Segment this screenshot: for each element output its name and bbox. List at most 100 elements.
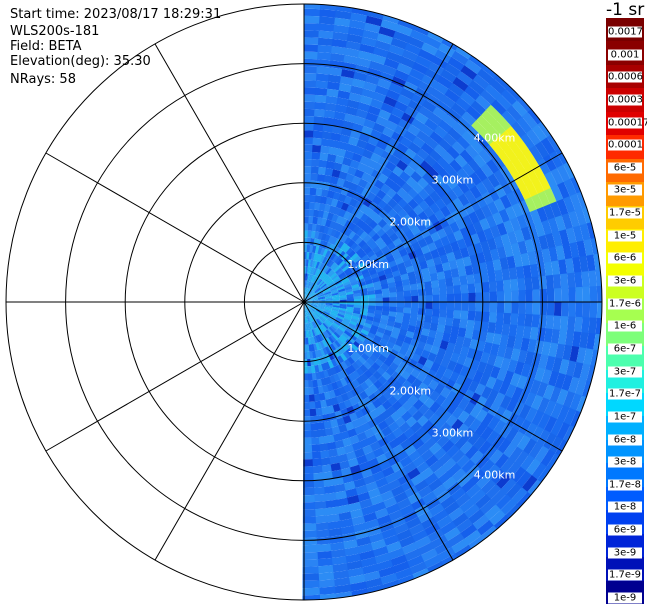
scan-gate xyxy=(309,314,314,322)
scan-gate xyxy=(322,265,329,273)
scan-gate xyxy=(525,289,533,304)
scan-gate xyxy=(459,365,471,378)
scan-gate xyxy=(332,302,340,305)
scan-gate xyxy=(446,302,455,311)
scan-gate xyxy=(338,250,346,259)
scan-gate xyxy=(342,264,350,272)
scan-gate xyxy=(310,321,315,330)
scan-gate xyxy=(404,106,420,119)
scan-gate xyxy=(589,302,598,320)
scan-gate xyxy=(423,522,441,537)
scan-gate xyxy=(303,451,313,460)
scan-gate xyxy=(302,580,320,589)
scan-gate xyxy=(304,251,307,260)
scan-gate xyxy=(504,503,521,520)
scan-gate xyxy=(346,356,355,365)
scan-gate xyxy=(528,442,544,460)
scan-gate xyxy=(330,228,338,238)
scan-gate xyxy=(439,357,451,369)
scan-gate xyxy=(317,246,323,255)
scan-gate xyxy=(304,51,319,60)
scan-gate xyxy=(457,206,469,220)
scan-gate xyxy=(349,159,361,170)
scan-gate xyxy=(326,259,333,267)
scan-gate xyxy=(397,19,416,31)
scan-gate xyxy=(545,453,560,471)
scan-gate xyxy=(446,342,456,354)
scan-gate xyxy=(304,309,307,317)
scan-gate xyxy=(539,449,556,468)
scan-gate xyxy=(304,244,308,253)
azimuth-spoke xyxy=(154,43,305,303)
scan-gate xyxy=(482,302,490,314)
scan-gate xyxy=(456,167,470,182)
scan-gate xyxy=(469,488,486,505)
scan-gate xyxy=(430,315,440,325)
scan-gate xyxy=(541,219,553,237)
scan-gate xyxy=(346,143,358,154)
scan-gate xyxy=(504,427,519,444)
scan-gate xyxy=(395,285,404,293)
scan-gate xyxy=(541,341,552,358)
scan-gate xyxy=(419,334,429,344)
scan-gate xyxy=(340,242,348,251)
scan-gate xyxy=(372,122,386,134)
scan-gate xyxy=(363,234,372,244)
scan-gate xyxy=(492,514,509,531)
scan-gate xyxy=(321,314,328,320)
scan-gate xyxy=(305,308,308,317)
scan-gate xyxy=(314,311,321,317)
scan-gate xyxy=(355,384,365,395)
scan-gate xyxy=(368,268,378,276)
scan-gate xyxy=(407,36,426,50)
scan-gate xyxy=(452,77,470,93)
scan-gate xyxy=(313,116,326,125)
scan-gate xyxy=(372,370,382,381)
scan-gate xyxy=(330,469,343,479)
scan-gate xyxy=(320,464,332,473)
scan-gate xyxy=(312,284,318,291)
scan-gate xyxy=(316,66,331,75)
scan-gate xyxy=(303,423,311,431)
scan-gate xyxy=(315,536,331,545)
scan-gate xyxy=(439,294,448,303)
scan-gate xyxy=(511,386,524,403)
scan-gate xyxy=(467,380,480,394)
scan-gate xyxy=(512,172,526,190)
scan-gate xyxy=(368,298,376,303)
scan-gate xyxy=(511,202,524,219)
scan-gate xyxy=(377,375,388,386)
scan-gate xyxy=(417,288,426,297)
scan-gate xyxy=(468,55,486,70)
scan-gate xyxy=(341,332,350,340)
scan-gate xyxy=(484,83,502,101)
scan-gate xyxy=(438,278,447,289)
scan-gate xyxy=(375,249,384,259)
scan-gate xyxy=(558,259,568,276)
scan-gate xyxy=(348,250,357,258)
scan-gate xyxy=(465,464,481,480)
scan-gate xyxy=(380,232,390,242)
scan-gate xyxy=(388,82,405,95)
nrays: NRays: 58 xyxy=(10,72,76,87)
scan-gate xyxy=(444,213,457,226)
scan-gate xyxy=(327,190,336,199)
scan-gate xyxy=(485,214,498,229)
scan-gate xyxy=(515,266,525,280)
scan-gate xyxy=(489,291,498,304)
scan-gate xyxy=(469,198,482,213)
scan-gate xyxy=(440,235,451,248)
scan-gate xyxy=(314,400,322,409)
scan-gate xyxy=(567,376,580,395)
scan-gate xyxy=(360,329,369,336)
scan-gate xyxy=(550,329,560,345)
scan-gate xyxy=(331,570,350,580)
scan-gate xyxy=(534,367,546,384)
scan-gate xyxy=(316,292,324,297)
scan-gate xyxy=(348,412,359,422)
scan-gate xyxy=(398,535,416,549)
scan-gate xyxy=(569,242,580,260)
scan-gate xyxy=(341,252,349,261)
scan-gate xyxy=(304,8,322,17)
scan-gate xyxy=(338,83,353,93)
